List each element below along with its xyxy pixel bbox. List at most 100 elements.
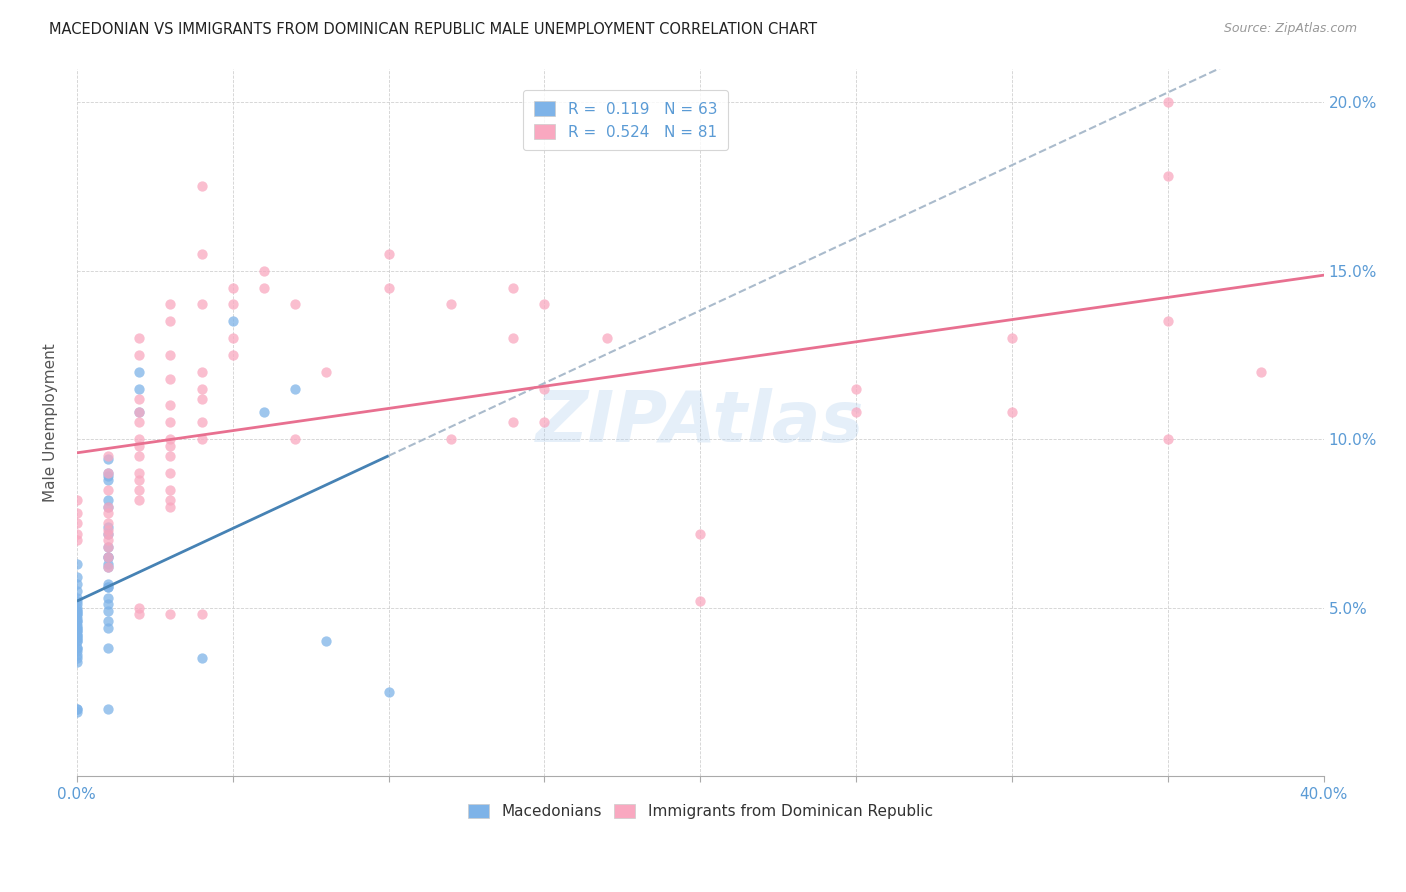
Point bbox=[689, 594, 711, 608]
Point bbox=[97, 452, 120, 467]
Point bbox=[66, 604, 89, 618]
Point bbox=[128, 607, 150, 622]
Point bbox=[66, 583, 89, 598]
Point bbox=[253, 263, 276, 277]
Point bbox=[128, 405, 150, 419]
Point bbox=[66, 627, 89, 641]
Point bbox=[66, 624, 89, 639]
Point bbox=[97, 621, 120, 635]
Point bbox=[66, 614, 89, 628]
Point bbox=[66, 627, 89, 641]
Point bbox=[66, 702, 89, 716]
Point bbox=[190, 415, 212, 429]
Point bbox=[97, 604, 120, 618]
Point bbox=[159, 399, 181, 413]
Point bbox=[66, 644, 89, 658]
Point bbox=[159, 500, 181, 514]
Point bbox=[1250, 365, 1272, 379]
Point bbox=[128, 449, 150, 463]
Point bbox=[97, 597, 120, 611]
Point bbox=[159, 449, 181, 463]
Point bbox=[377, 280, 399, 294]
Point bbox=[222, 297, 245, 311]
Point bbox=[66, 604, 89, 618]
Point bbox=[128, 365, 150, 379]
Point bbox=[66, 705, 89, 719]
Point bbox=[97, 540, 120, 554]
Point bbox=[66, 506, 89, 520]
Point bbox=[190, 607, 212, 622]
Point bbox=[97, 581, 120, 595]
Point bbox=[1157, 95, 1180, 110]
Point bbox=[533, 415, 555, 429]
Point bbox=[66, 702, 89, 716]
Point bbox=[97, 483, 120, 497]
Point bbox=[190, 432, 212, 446]
Point bbox=[97, 560, 120, 574]
Point bbox=[1001, 331, 1024, 345]
Point bbox=[128, 492, 150, 507]
Point bbox=[66, 516, 89, 531]
Point bbox=[128, 439, 150, 453]
Point bbox=[66, 526, 89, 541]
Point bbox=[97, 550, 120, 565]
Point bbox=[533, 382, 555, 396]
Point bbox=[66, 577, 89, 591]
Point bbox=[159, 348, 181, 362]
Point bbox=[222, 280, 245, 294]
Point bbox=[128, 405, 150, 419]
Point bbox=[190, 179, 212, 194]
Point bbox=[97, 506, 120, 520]
Point bbox=[1157, 432, 1180, 446]
Point bbox=[502, 415, 524, 429]
Point bbox=[66, 648, 89, 662]
Point bbox=[66, 597, 89, 611]
Point bbox=[596, 331, 619, 345]
Point bbox=[66, 634, 89, 648]
Point bbox=[97, 591, 120, 605]
Point bbox=[66, 600, 89, 615]
Point bbox=[66, 614, 89, 628]
Point bbox=[66, 607, 89, 622]
Point bbox=[128, 348, 150, 362]
Point bbox=[97, 526, 120, 541]
Point bbox=[66, 611, 89, 625]
Point bbox=[159, 607, 181, 622]
Point bbox=[284, 297, 307, 311]
Text: MACEDONIAN VS IMMIGRANTS FROM DOMINICAN REPUBLIC MALE UNEMPLOYMENT CORRELATION C: MACEDONIAN VS IMMIGRANTS FROM DOMINICAN … bbox=[49, 22, 817, 37]
Point bbox=[159, 466, 181, 480]
Point bbox=[284, 382, 307, 396]
Point bbox=[128, 415, 150, 429]
Point bbox=[97, 523, 120, 537]
Point bbox=[97, 500, 120, 514]
Point bbox=[190, 365, 212, 379]
Point bbox=[159, 483, 181, 497]
Point bbox=[66, 617, 89, 632]
Point bbox=[1001, 405, 1024, 419]
Point bbox=[97, 469, 120, 483]
Point bbox=[159, 297, 181, 311]
Point bbox=[1157, 314, 1180, 328]
Point bbox=[97, 560, 120, 574]
Point bbox=[66, 557, 89, 571]
Point bbox=[97, 550, 120, 565]
Point bbox=[128, 466, 150, 480]
Point bbox=[97, 641, 120, 656]
Text: Source: ZipAtlas.com: Source: ZipAtlas.com bbox=[1223, 22, 1357, 36]
Point bbox=[97, 520, 120, 534]
Point bbox=[845, 405, 868, 419]
Point bbox=[66, 591, 89, 605]
Point bbox=[128, 600, 150, 615]
Point bbox=[97, 533, 120, 548]
Point bbox=[97, 492, 120, 507]
Point bbox=[159, 432, 181, 446]
Point bbox=[97, 614, 120, 628]
Point bbox=[159, 439, 181, 453]
Point bbox=[190, 382, 212, 396]
Point bbox=[689, 526, 711, 541]
Point bbox=[66, 570, 89, 584]
Point bbox=[533, 297, 555, 311]
Point bbox=[222, 348, 245, 362]
Point bbox=[128, 473, 150, 487]
Point bbox=[97, 466, 120, 480]
